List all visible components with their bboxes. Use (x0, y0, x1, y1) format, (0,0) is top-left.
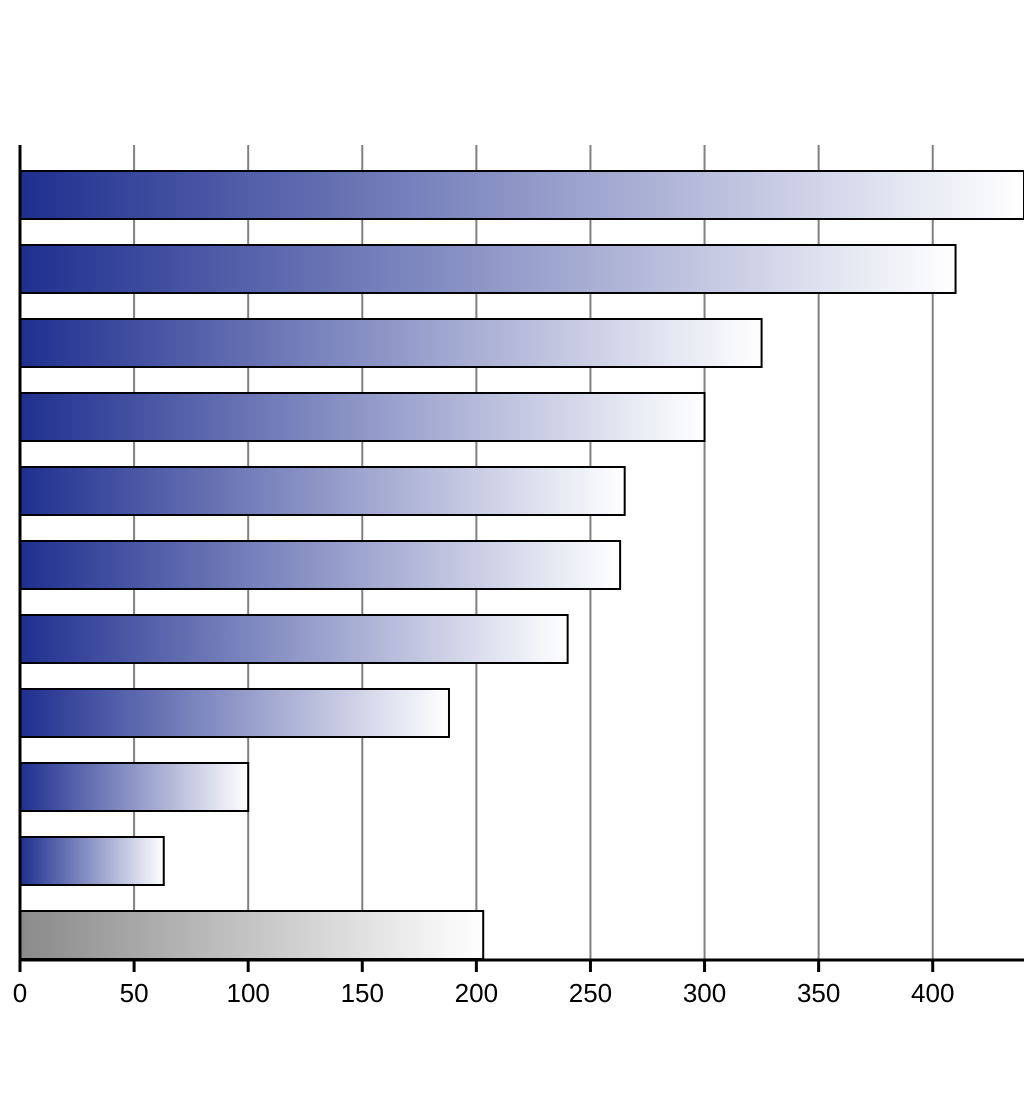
x-tick-label: 0 (13, 978, 27, 1008)
x-tick-label: 200 (455, 978, 498, 1008)
x-tick-label: 250 (569, 978, 612, 1008)
bar-4 (20, 467, 625, 515)
x-tick-label: 350 (797, 978, 840, 1008)
bar-8 (20, 763, 248, 811)
x-tick-label: 100 (226, 978, 269, 1008)
bar-1 (20, 245, 956, 293)
bar-5 (20, 541, 620, 589)
chart-container: 0 50 100 150 200 250 300 350 400 (0, 0, 1024, 1114)
bar-10 (20, 911, 483, 959)
bar-9 (20, 837, 164, 885)
bar-0 (20, 171, 1024, 219)
bar-2 (20, 319, 762, 367)
x-tick-label: 400 (911, 978, 954, 1008)
bar-3 (20, 393, 705, 441)
bar-7 (20, 689, 449, 737)
x-tick-label: 50 (120, 978, 149, 1008)
x-tick-label: 300 (683, 978, 726, 1008)
x-tick-label: 150 (341, 978, 384, 1008)
bars-group (20, 171, 1024, 959)
bar-6 (20, 615, 568, 663)
bar-chart: 0 50 100 150 200 250 300 350 400 (0, 0, 1024, 1114)
